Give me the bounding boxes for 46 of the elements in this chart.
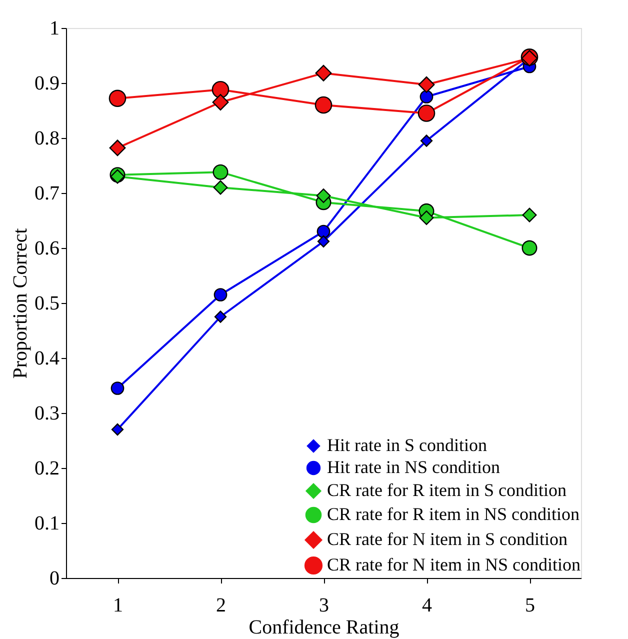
point (314, 96, 332, 114)
point (315, 64, 332, 82)
x-tick-label: 4 (422, 594, 432, 616)
legend-label: CR rate for R item in S condition (327, 480, 566, 500)
point (111, 423, 124, 436)
point (212, 164, 228, 180)
y-tick-label: 0.3 (34, 402, 60, 424)
legend-label: Hit rate in NS condition (327, 457, 500, 477)
point (418, 104, 436, 122)
point (214, 288, 228, 302)
point (420, 134, 433, 147)
legend-label: CR rate for N item in NS condition (327, 554, 580, 574)
y-tick-label: 0.5 (34, 292, 60, 314)
point (108, 90, 126, 108)
y-tick-label: 0.8 (34, 128, 60, 150)
y-tick-label: 0.1 (34, 512, 60, 534)
point (110, 382, 124, 395)
point (316, 188, 331, 203)
point (214, 310, 227, 323)
x-tick-label: 2 (216, 594, 226, 616)
point (420, 90, 434, 104)
y-tick-label: 0.2 (34, 458, 60, 480)
y-tick-label: 0 (50, 568, 60, 590)
point (212, 94, 229, 110)
legend-label: CR rate for R item in NS condition (327, 504, 580, 524)
y-axis-title: Proportion Correct (10, 228, 32, 379)
point (522, 208, 537, 222)
x-tick-label: 3 (319, 594, 329, 616)
point (109, 140, 126, 156)
x-tick-label: 5 (525, 594, 535, 616)
point (212, 80, 230, 98)
y-tick-label: 0.7 (34, 182, 60, 204)
point (316, 224, 330, 238)
legend-label: Hit rate in S condition (327, 435, 487, 455)
point (419, 210, 434, 225)
point (418, 76, 435, 93)
y-tick-label: 0.9 (34, 72, 60, 94)
point (317, 235, 330, 248)
y-tick-label: 1 (50, 18, 60, 40)
legend-label: CR rate for N item in S condition (327, 529, 568, 549)
y-tick-label: 0.4 (34, 348, 60, 370)
y-tick-label: 0.6 (34, 238, 60, 260)
point (522, 240, 538, 256)
x-tick-label: 1 (113, 594, 123, 616)
point (213, 180, 228, 195)
x-axis-title: Confidence Rating (248, 616, 400, 638)
